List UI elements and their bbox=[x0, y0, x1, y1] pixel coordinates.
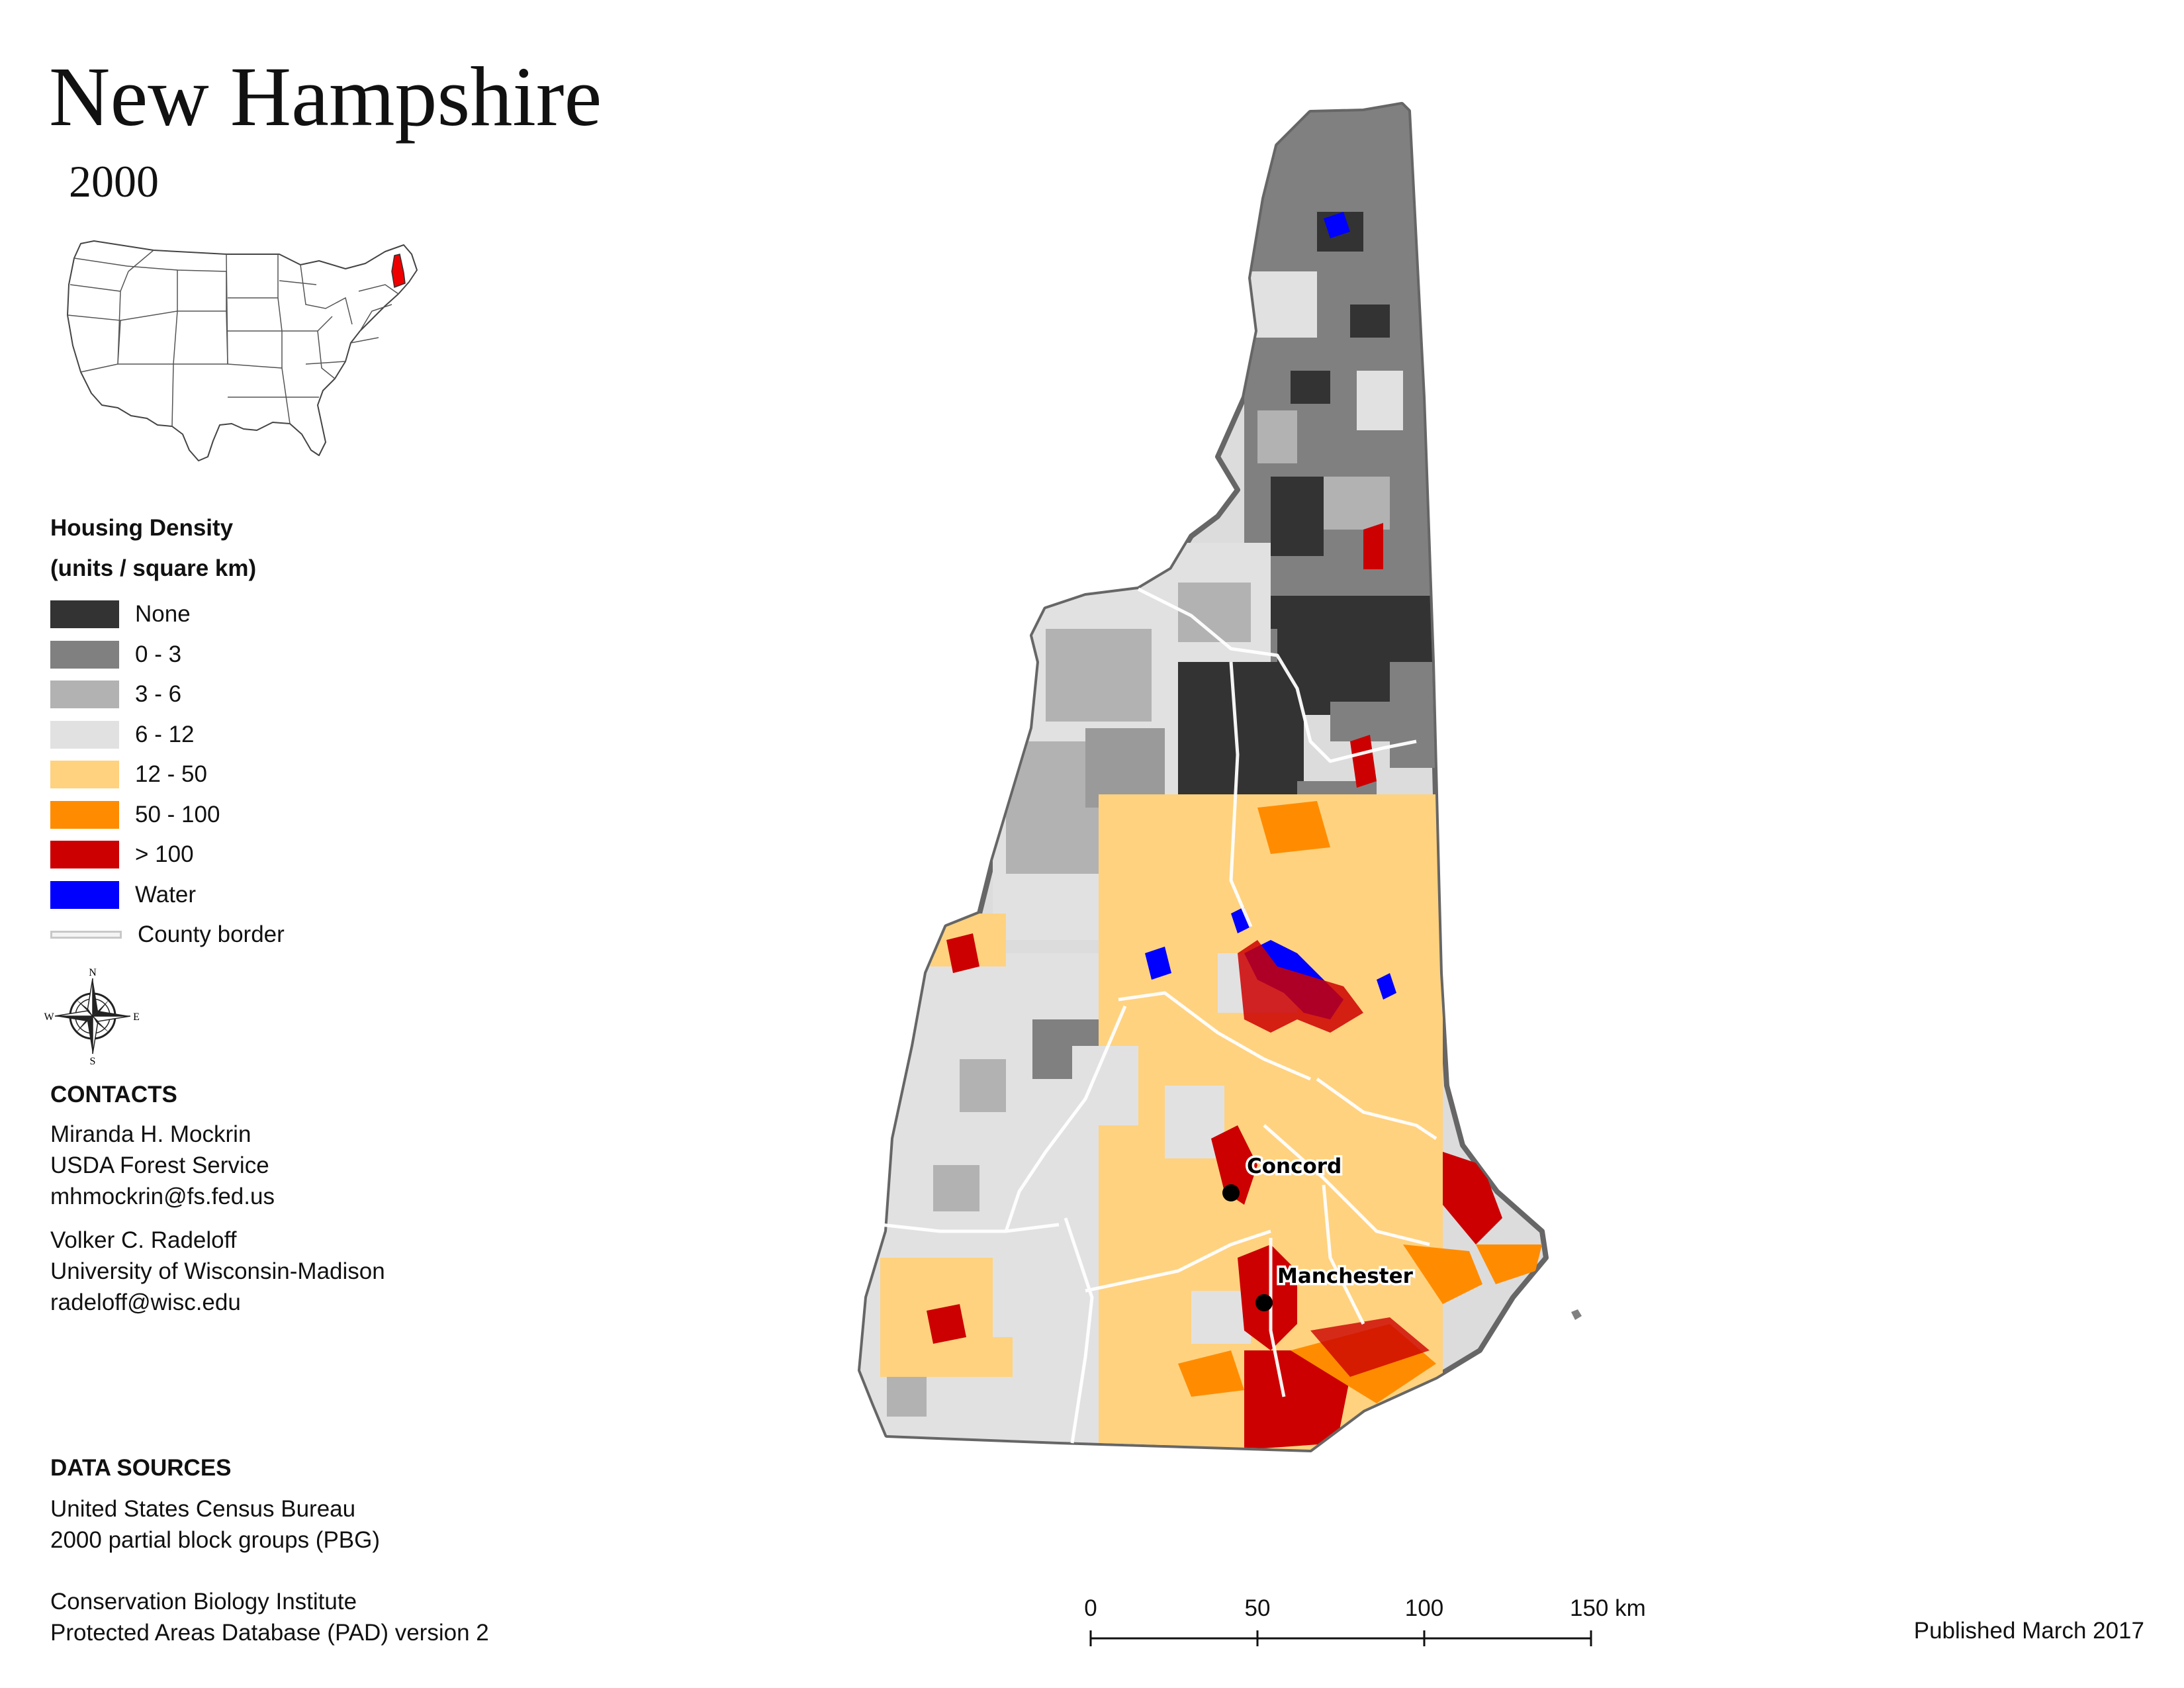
legend-label: 12 - 50 bbox=[135, 761, 207, 788]
legend-title: Housing Density bbox=[50, 515, 234, 541]
usa-outline bbox=[67, 240, 418, 461]
legend-swatch bbox=[50, 800, 119, 829]
legend-label: Water bbox=[135, 881, 197, 908]
contact-email: mhmockrin@fs.fed.us bbox=[50, 1184, 275, 1209]
data-sources-heading: DATA SOURCES bbox=[50, 1455, 232, 1481]
compass-e: E bbox=[133, 1011, 140, 1023]
county-border-swatch bbox=[50, 931, 122, 939]
legend-label: 3 - 6 bbox=[135, 681, 182, 708]
legend-swatch bbox=[50, 880, 119, 909]
data-source-2: Conservation Biology Institute Protected… bbox=[50, 1586, 489, 1648]
source-line: Conservation Biology Institute bbox=[50, 1589, 357, 1615]
map-title: New Hampshire bbox=[49, 50, 602, 144]
published-date: Published March 2017 bbox=[1913, 1618, 2144, 1644]
scale-tick-label: 150 km bbox=[1570, 1595, 1646, 1621]
usa-locator-map bbox=[67, 240, 418, 461]
legend-swatch bbox=[50, 720, 119, 749]
legend-item: 50 - 100 bbox=[50, 795, 514, 835]
legend: Housing Density (units / square km) None… bbox=[50, 516, 514, 955]
legend-swatch bbox=[50, 600, 119, 629]
compass-rose-icon: N S E W bbox=[44, 967, 140, 1066]
legend-label: 6 - 12 bbox=[135, 721, 195, 747]
contacts-heading: CONTACTS bbox=[50, 1082, 177, 1107]
legend-label: County border bbox=[138, 921, 285, 948]
legend-item: Water bbox=[50, 875, 514, 915]
scale-tick-label: 50 bbox=[1245, 1595, 1271, 1621]
city-label-concord: Concord bbox=[1247, 1154, 1342, 1178]
legend-swatch bbox=[50, 761, 119, 789]
legend-units: (units / square km) bbox=[50, 555, 257, 581]
legend-items: None 0 - 3 3 - 6 6 - 12 12 - 50 50 - 100 > 100… bbox=[50, 594, 514, 915]
legend-swatch bbox=[50, 640, 119, 669]
contact-org: University of Wisconsin-Madison bbox=[50, 1258, 385, 1284]
data-source-1: United States Census Bureau 2000 partial… bbox=[50, 1493, 380, 1556]
legend-swatch bbox=[50, 680, 119, 709]
new-hampshire-highlight bbox=[391, 254, 406, 289]
contact-2: Volker C. Radeloff University of Wiscons… bbox=[50, 1225, 385, 1318]
legend-item: 0 - 3 bbox=[50, 635, 514, 675]
contact-name: Volker C. Radeloff bbox=[50, 1227, 237, 1253]
scale-tick-label: 0 bbox=[1084, 1595, 1097, 1621]
isles-of-shoals bbox=[1571, 1309, 1582, 1320]
source-line: 2000 partial block groups (PBG) bbox=[50, 1527, 381, 1553]
legend-label: 50 - 100 bbox=[135, 801, 220, 827]
legend-item: 12 - 50 bbox=[50, 755, 514, 795]
legend-label: None bbox=[135, 601, 191, 628]
compass-w: W bbox=[44, 1011, 54, 1023]
new-hampshire-map: Concord Manchester bbox=[858, 102, 1582, 1452]
scale-bar: 0 50 100 150 km bbox=[1084, 1595, 1646, 1646]
city-label-manchester: Manchester bbox=[1277, 1264, 1414, 1288]
source-line: Protected Areas Database (PAD) version 2 bbox=[50, 1620, 489, 1646]
legend-item: None bbox=[50, 594, 514, 635]
contact-1: Miranda H. Mockrin USDA Forest Service m… bbox=[50, 1119, 275, 1212]
contact-org: USDA Forest Service bbox=[50, 1152, 269, 1178]
legend-item: > 100 bbox=[50, 835, 514, 875]
scale-tick-label: 100 bbox=[1405, 1595, 1443, 1621]
map-year: 2000 bbox=[69, 156, 159, 207]
legend-item-county-border: County border bbox=[50, 915, 514, 955]
legend-swatch bbox=[50, 841, 119, 869]
city-marker-concord bbox=[1222, 1184, 1240, 1201]
source-line: United States Census Bureau bbox=[50, 1496, 356, 1522]
legend-label: 0 - 3 bbox=[135, 641, 182, 667]
compass-s: S bbox=[90, 1056, 96, 1066]
city-marker-manchester bbox=[1255, 1294, 1273, 1311]
legend-item: 6 - 12 bbox=[50, 715, 514, 755]
legend-label: > 100 bbox=[135, 841, 194, 868]
compass-n: N bbox=[89, 967, 97, 978]
contact-name: Miranda H. Mockrin bbox=[50, 1121, 251, 1147]
contact-email: radeloff@wisc.edu bbox=[50, 1289, 241, 1315]
legend-item: 3 - 6 bbox=[50, 675, 514, 715]
